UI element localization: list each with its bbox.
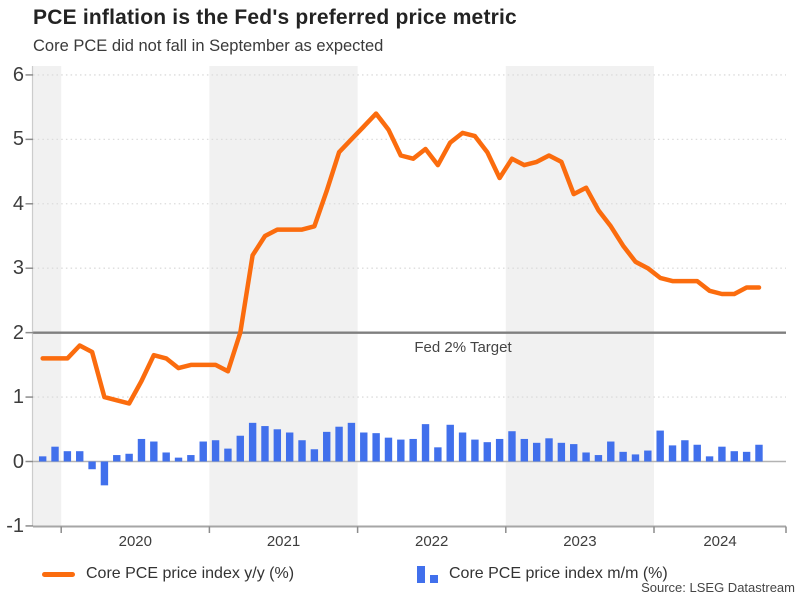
bar-series-swatch-icon [417, 565, 438, 583]
x-axis-tick-label: 2022 [415, 533, 449, 550]
mm-bar [76, 451, 84, 462]
y-axis-tick-label: 5 [12, 128, 24, 151]
yy-line [40, 111, 762, 406]
mm-bar [199, 441, 207, 462]
x-axis-tick-label: 2023 [563, 533, 597, 550]
y-axis-tick-label: 6 [12, 63, 24, 86]
x-axis-tick-label: 2020 [118, 533, 152, 550]
year-band-2021 [209, 66, 358, 527]
mm-bar [471, 439, 479, 462]
mm-bar [582, 452, 590, 462]
mm-bar [508, 431, 516, 462]
chart-title: PCE inflation is the Fed's preferred pri… [33, 6, 517, 29]
x-axis-tick-label: 2021 [266, 533, 301, 550]
y-axis-tick-label: 4 [12, 192, 24, 215]
mm-bar [409, 438, 417, 462]
target-line-label: Fed 2% Target [414, 338, 512, 356]
mm-bar [224, 448, 232, 462]
mm-bar [150, 441, 158, 462]
source-credit: Source: LSEG Datastream [641, 580, 795, 595]
mm-bar [594, 455, 603, 462]
mm-bar [88, 461, 96, 470]
mm-bar [137, 438, 146, 462]
mm-bar [187, 455, 195, 462]
mm-bar [446, 424, 454, 462]
y-axis-tick-label: 2 [12, 321, 24, 344]
line-series-swatch-icon [42, 571, 75, 577]
mm-bar [755, 444, 763, 462]
mm-bar [38, 456, 47, 462]
mm-bar [248, 422, 257, 462]
legend-label-mm: Core PCE price index m/m (%) [449, 565, 668, 582]
mm-bar [570, 444, 578, 462]
mm-bar [705, 456, 714, 462]
year-band-2023 [505, 66, 654, 527]
mm-bar [619, 451, 627, 462]
y-axis-tick-label: 3 [12, 257, 24, 280]
y-axis-tick-label: -1 [6, 514, 24, 537]
mm-bar [644, 450, 652, 462]
mm-bar [421, 424, 430, 462]
bar-swatch-small [430, 575, 438, 583]
mm-bar [730, 451, 738, 462]
mm-bar [693, 444, 701, 462]
mm-bar [310, 449, 319, 462]
mm-bar [273, 429, 282, 462]
mm-bar [372, 433, 380, 462]
mm-bar [211, 440, 220, 462]
x-axis-tick-label: 2024 [703, 533, 737, 550]
mm-bar [545, 438, 553, 462]
mm-bar [532, 442, 541, 462]
mm-bar [298, 440, 306, 462]
mm-bar [656, 430, 664, 462]
mm-bar [335, 426, 343, 462]
legend-item-yy: Core PCE price index y/y (%) [42, 563, 294, 585]
legend-item-mm: Core PCE price index m/m (%) [417, 563, 668, 585]
mm-bar [557, 442, 566, 462]
bar-swatch-tall [417, 566, 425, 583]
mm-bar [51, 446, 59, 462]
chart-subtitle: Core PCE did not fall in September as ex… [33, 37, 384, 55]
mm-bar [607, 441, 615, 462]
mm-bar [718, 446, 726, 462]
mm-bar [458, 432, 467, 462]
mm-bar [162, 452, 170, 462]
legend-label-yy: Core PCE price index y/y (%) [86, 565, 295, 582]
mm-bar [631, 454, 640, 462]
mm-bar [668, 445, 677, 462]
mm-bar [261, 426, 269, 462]
mm-bar [63, 451, 72, 462]
mm-bar [384, 437, 393, 462]
y-axis-tick-label: 0 [12, 450, 24, 473]
mm-bar [113, 455, 121, 462]
mm-bar [681, 440, 689, 462]
mm-bar [483, 442, 491, 462]
mm-bar [100, 461, 109, 486]
mm-bar [125, 453, 133, 462]
mm-bar [285, 432, 294, 462]
y-axis-tick-label: 1 [12, 386, 24, 409]
mm-bar [520, 438, 529, 462]
mm-bar [174, 457, 183, 462]
mm-bar [236, 435, 244, 462]
mm-bar [742, 451, 751, 462]
mm-bar [347, 422, 356, 462]
mm-bar [397, 439, 405, 462]
mm-bar [323, 431, 331, 462]
mm-bar [434, 447, 442, 462]
mm-bar [360, 432, 368, 462]
mm-bar [495, 438, 504, 462]
